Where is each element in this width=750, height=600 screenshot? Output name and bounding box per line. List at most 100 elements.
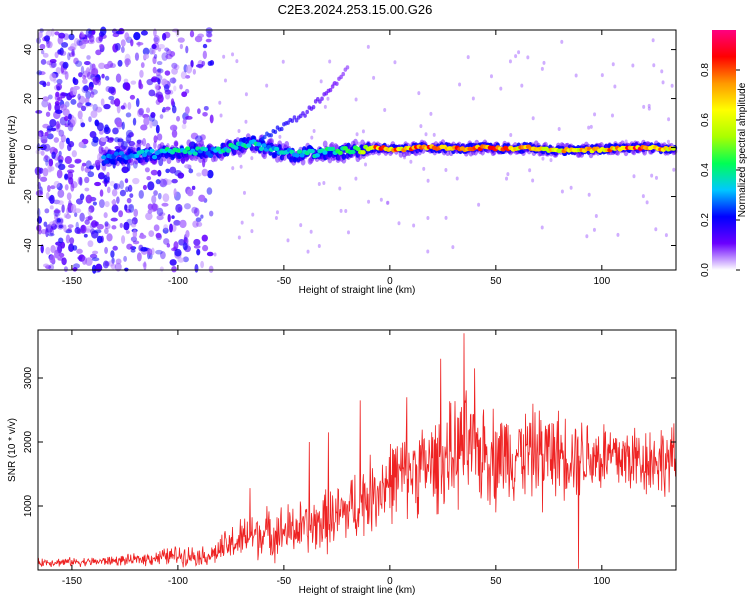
noise-speckle (164, 89, 172, 95)
noise-speckle (357, 141, 361, 146)
noise-speckle (57, 35, 64, 45)
noise-speckle-layer (34, 26, 676, 274)
noise-speckle (124, 32, 130, 41)
noise-speckle (155, 179, 161, 185)
signal-core (192, 151, 198, 156)
noise-speckle (88, 116, 92, 123)
secondary-branch-mark (339, 74, 343, 80)
noise-speckle (317, 182, 321, 187)
noise-speckle (132, 177, 140, 185)
noise-speckle (90, 228, 96, 235)
noise-speckle (171, 62, 178, 69)
noise-speckle (672, 167, 676, 172)
noise-speckle (130, 220, 135, 226)
noise-speckle (505, 176, 509, 181)
noise-speckle (68, 33, 75, 41)
x-tick-label: -100 (168, 276, 188, 287)
noise-speckle (177, 257, 185, 263)
noise-speckle (654, 175, 658, 180)
noise-speckle (44, 208, 50, 214)
noise-speckle (520, 83, 524, 88)
noise-speckle (90, 89, 98, 95)
noise-speckle (112, 33, 120, 38)
noise-speckle (47, 232, 55, 237)
noise-speckle (104, 221, 109, 227)
noise-speckle (91, 257, 100, 262)
spectrogram-panel: -150 -100 -50 0 50 100 -40 -20 0 20 40 Height of … (7, 26, 678, 296)
noise-speckle (455, 176, 459, 181)
noise-speckle (372, 75, 376, 80)
noise-speckle (509, 132, 513, 137)
colorbar-tick-label: 0.4 (700, 163, 711, 177)
noise-speckle (106, 186, 111, 194)
noise-speckle (37, 31, 43, 39)
noise-speckle (208, 210, 214, 217)
noise-speckle (52, 199, 61, 205)
noise-speckle (103, 63, 111, 70)
noise-speckle (107, 260, 115, 267)
noise-speckle (444, 167, 448, 172)
noise-speckle (53, 209, 61, 217)
noise-speckle (155, 232, 162, 239)
noise-speckle (48, 264, 55, 271)
noise-speckle (207, 169, 214, 179)
noise-speckle (203, 105, 209, 111)
noise-speckle (169, 223, 173, 233)
noise-speckle (641, 194, 645, 199)
noise-speckle (91, 140, 99, 147)
noise-speckle (528, 168, 532, 173)
noise-speckle (159, 178, 167, 188)
noise-speckle (114, 262, 122, 272)
noise-speckle (189, 30, 195, 38)
noise-speckle (130, 39, 134, 47)
noise-speckle (196, 248, 201, 256)
x-tick-label: -100 (168, 576, 188, 587)
noise-speckle (114, 137, 120, 143)
noise-speckle (56, 218, 61, 223)
noise-speckle (161, 108, 166, 113)
noise-speckle (96, 223, 104, 230)
noise-speckle (147, 203, 153, 211)
noise-speckle (386, 200, 390, 205)
noise-speckle (140, 246, 148, 252)
noise-speckle (560, 189, 564, 194)
noise-speckle (58, 252, 65, 258)
noise-speckle (97, 172, 105, 180)
noise-speckle (171, 215, 175, 219)
noise-speckle (77, 256, 83, 260)
noise-speckle (128, 203, 135, 213)
noise-speckle (142, 53, 150, 60)
noise-speckle (64, 173, 69, 180)
noise-speckle (611, 62, 615, 67)
noise-speckle (59, 47, 64, 56)
noise-speckle (111, 257, 115, 264)
noise-speckle (152, 56, 157, 65)
noise-speckle (79, 40, 86, 50)
noise-speckle (96, 153, 102, 162)
noise-speckle (206, 251, 214, 257)
signal-core (139, 149, 145, 154)
noise-speckle (95, 263, 103, 272)
noise-speckle (171, 67, 178, 75)
noise-speckle (92, 136, 99, 143)
noise-speckle (159, 251, 166, 260)
x-tick-label: 100 (593, 576, 610, 587)
noise-speckle (49, 205, 54, 210)
noise-speckle (64, 71, 69, 80)
noise-speckle (412, 223, 416, 228)
noise-speckle (67, 224, 74, 229)
noise-speckle (419, 124, 423, 129)
noise-speckle (379, 197, 383, 202)
noise-speckle (142, 184, 147, 191)
noise-speckle (489, 74, 493, 79)
noise-speckle (58, 224, 63, 229)
noise-speckle (134, 52, 140, 61)
noise-speckle (177, 172, 185, 179)
noise-speckle (171, 265, 177, 273)
noise-speckle (55, 109, 63, 114)
noise-speckle (424, 132, 428, 137)
noise-speckle (328, 59, 332, 64)
noise-speckle (610, 113, 614, 118)
noise-speckle (111, 28, 118, 34)
noise-speckle (99, 189, 104, 197)
